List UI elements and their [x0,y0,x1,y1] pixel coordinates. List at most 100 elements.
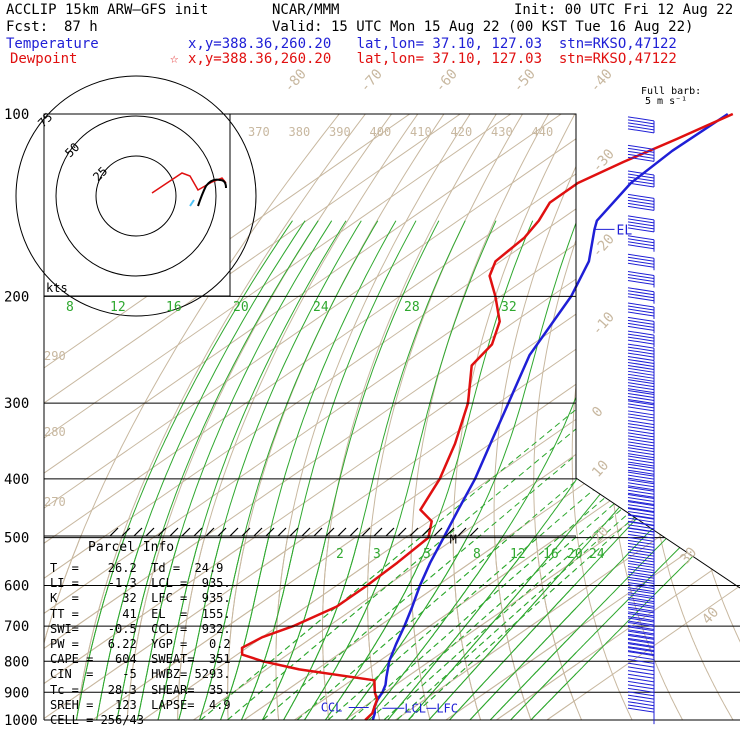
mixing-ratio-line [199,408,576,720]
mixing-ratio-label: 24 [589,547,605,562]
hodograph-ring [55,115,217,277]
wind-barb-flag [627,330,655,336]
isotherm-line [528,478,740,720]
wind-barb-flag [627,704,655,710]
wind-barb-flag [627,202,655,208]
wind-barb-flag [627,403,655,409]
mixing-ratio-line [407,568,576,720]
wind-barb-flag [627,482,655,488]
mixing-ratio-label: 12 [510,547,526,562]
parcel-info-row: T = 26.2 Td = 24.9 [50,561,224,575]
theta-label: 370 [248,125,270,139]
mixing-ratio-label: 3 [373,547,381,562]
hatch-mark [277,527,287,537]
wind-barb-flag [627,400,655,406]
wind-barb-flag [627,507,655,513]
moist-adiabat [417,478,740,720]
wind-barb-flag [627,395,655,401]
wind-barb-flag [627,406,655,412]
wind-barb-flag [627,376,655,382]
wind-barb-flag [627,584,655,590]
wind-barb-flag [627,343,655,349]
isotherm-line [73,478,740,720]
wind-barb-flag [627,643,655,649]
mixing-ratio-label: 20 [233,300,249,315]
moist-adiabat [315,478,534,720]
wind-barb-flag [627,173,655,179]
wind-barb-flag [627,597,655,603]
wind-barb-flag [627,677,655,683]
hodograph-trace [151,172,227,194]
wind-barb-flag [627,606,655,612]
wind-barb-flag [627,147,655,153]
dry-adiabat [571,478,667,720]
dry-adiabat [410,114,550,720]
wind-barb-flag [627,280,655,286]
pressure-label: 900 [4,685,29,701]
wind-barb-flag [627,385,655,391]
hatch-mark [241,527,251,537]
wind-barb-flag [627,461,655,467]
hatch-mark [445,527,455,537]
moist-adiabat [489,630,576,720]
mixing-ratio-line [369,478,740,720]
dry-adiabat [410,478,565,720]
hatch-mark [145,527,155,537]
wind-barb-flag [627,701,655,707]
theta-label: 270 [44,495,66,509]
theta-label: 430 [491,125,513,139]
wind-barb-flag [627,548,655,554]
dewpoint-profile [240,112,734,721]
isotherm-line [44,243,576,614]
init-time: Init: 00 UTC Fri 12 Aug 22 [514,2,734,18]
parcel-info-row: LI = -1.3 LCL = 935. [50,576,231,591]
wind-barb-flag [627,116,655,122]
wind-barb-flag [627,398,655,404]
wind-barb-flag [627,680,655,686]
pressure-label: 700 [4,619,29,635]
diagram-foreground: 1002003004005006007008009001000255075kts… [4,66,740,729]
parcel-info-row: K = 32 LFC = 935. [50,591,231,606]
hatch-mark [133,527,143,537]
wind-barb-flag [627,560,655,566]
wind-barb-flag [627,615,655,621]
dry-adiabat [367,114,524,720]
wind-barb-flag [627,373,655,379]
wind-barb-flag [627,684,655,690]
parcel-info-row: CAPE = 604 SWEAT= 351 [50,652,231,667]
moist-adiabat [336,478,578,720]
wind-barb-flag [627,346,655,352]
isotherm-label: 0 [589,404,607,421]
wind-barb-flag [627,293,655,299]
dry-adiabat [44,478,362,720]
hatch-mark [229,527,239,537]
isotherm-line [243,488,576,720]
model-title: ACCLIP 15km ARW–GFS init [6,2,209,18]
parcel-info-row: TT = 41 EL = 155. [50,606,231,621]
isotherm-line [477,478,740,720]
dry-adiabat [322,478,515,720]
wind-barb-flag [627,358,655,364]
mixing-ratio-label: 24 [313,300,329,315]
isotherm-line [326,478,740,720]
isotherm-line [225,478,740,720]
wind-barb-flag [627,227,655,233]
isotherm-line [44,114,563,474]
ccl-label: CCL [321,700,343,714]
pressure-label: 1000 [4,713,38,729]
wind-barb-flag [627,624,655,630]
moist-adiabat [387,479,576,720]
hatch-mark [169,527,179,537]
wind-barb-flag [627,466,655,472]
wind-barb-flag [627,501,655,507]
wind-barb-flag [627,517,655,523]
wind-barb-flag [627,392,655,398]
pressure-label: 200 [4,289,29,305]
mixing-ratio-label: 2 [336,547,344,562]
dewpoint-marker-icon: ☆ [170,51,179,67]
wind-barb-flag [627,349,655,355]
wind-barb-flag [627,287,655,293]
wind-barb-flag [627,319,655,325]
wind-barb-flag [627,647,655,653]
